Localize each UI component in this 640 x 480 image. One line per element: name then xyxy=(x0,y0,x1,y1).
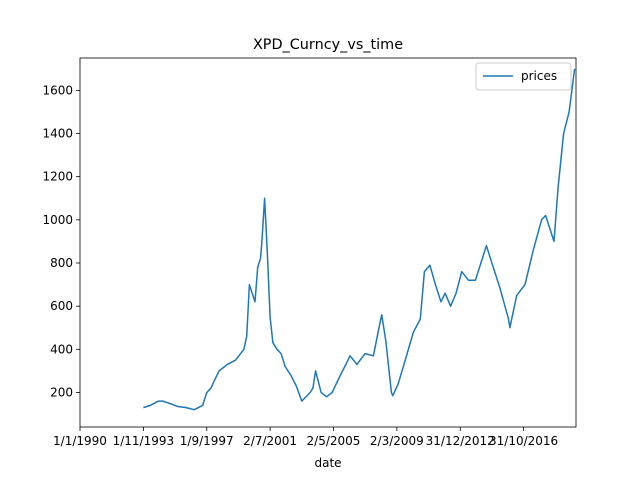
x-tick-label: 31/10/2016 xyxy=(489,434,558,448)
x-tick-label: 1/1/1990 xyxy=(53,434,107,448)
y-tick-label: 1000 xyxy=(42,213,73,227)
y-tick-label: 400 xyxy=(50,342,73,356)
x-axis: 1/1/1990 1/11/1993 1/9/1997 2/7/2001 2/5/200… xyxy=(53,427,558,448)
series-line-prices xyxy=(143,68,576,411)
plot-frame xyxy=(79,57,577,428)
legend-box xyxy=(475,62,572,91)
y-tick-label: 1400 xyxy=(42,127,73,141)
x-tick-label: 1/11/1993 xyxy=(113,434,175,448)
y-axis: 200 400 600 800 1000 1200 1400 1600 xyxy=(42,83,80,399)
x-tick-label: 31/12/2012 xyxy=(426,434,495,448)
x-tick-label: 1/9/1997 xyxy=(180,434,234,448)
y-tick-label: 1200 xyxy=(42,170,73,184)
x-axis-label: date xyxy=(314,456,341,470)
legend-label-prices: prices xyxy=(521,69,557,83)
y-tick-label: 800 xyxy=(50,256,73,270)
y-tick-label: 1600 xyxy=(42,83,73,97)
plot-area xyxy=(79,57,577,428)
x-tick-label: 2/5/2005 xyxy=(307,434,361,448)
x-tick-label: 2/7/2001 xyxy=(243,434,297,448)
x-tick-label: 2/3/2009 xyxy=(370,434,424,448)
legend: prices xyxy=(475,62,572,91)
y-tick-label: 200 xyxy=(50,385,73,399)
y-tick-label: 600 xyxy=(50,299,73,313)
chart-title: XPD_Curncy_vs_time xyxy=(253,37,403,53)
